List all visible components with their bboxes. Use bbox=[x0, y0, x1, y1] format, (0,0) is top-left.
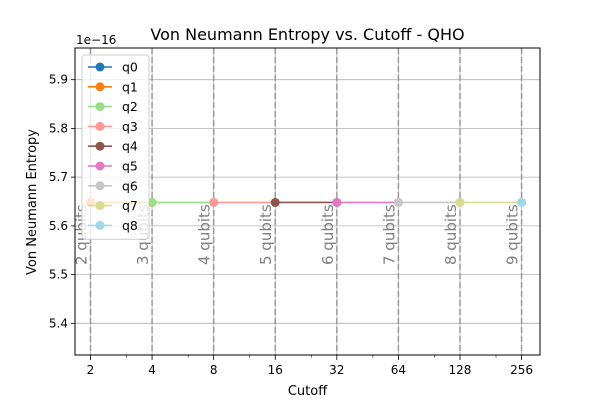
y-tick-label: 5.7 bbox=[49, 170, 68, 184]
legend-item: q2 bbox=[88, 99, 138, 114]
legend-marker bbox=[95, 220, 105, 230]
legend-label: q4 bbox=[122, 139, 138, 154]
x-tick-label: 64 bbox=[391, 363, 406, 377]
y-tick-label: 5.4 bbox=[49, 316, 68, 330]
legend-marker bbox=[95, 82, 105, 92]
y-tick-label: 5.6 bbox=[49, 219, 68, 233]
data-point bbox=[517, 197, 527, 207]
qubit-marker-label: 9 qubits bbox=[504, 204, 522, 265]
legend-label: q3 bbox=[122, 119, 138, 134]
x-tick-label: 256 bbox=[510, 363, 533, 377]
legend-marker bbox=[95, 102, 105, 112]
data-point bbox=[332, 197, 342, 207]
y-tick-label: 5.5 bbox=[49, 268, 68, 282]
x-ticks: 2 4 8 16 32 64 128 256 bbox=[87, 355, 533, 377]
legend-item: q0 bbox=[88, 60, 138, 75]
y-axis-label: Von Neumann Entropy bbox=[25, 129, 40, 275]
axes-frame bbox=[74, 47, 541, 356]
legend-marker bbox=[95, 121, 105, 131]
legend-label: q6 bbox=[122, 178, 138, 193]
qubit-marker-label: 6 qubits bbox=[319, 204, 337, 265]
legend-label: q5 bbox=[122, 159, 138, 174]
y-offset-label: 1e−16 bbox=[76, 33, 116, 47]
legend-item: q1 bbox=[88, 79, 138, 94]
legend-item: q6 bbox=[88, 178, 138, 193]
legend-label: q0 bbox=[122, 60, 138, 75]
x-tick-label: 128 bbox=[449, 363, 472, 377]
series-q8 bbox=[517, 197, 527, 207]
data-point bbox=[393, 197, 403, 207]
chart-title: Von Neumann Entropy vs. Cutoff - QHO bbox=[150, 25, 464, 44]
data-point bbox=[270, 197, 280, 207]
x-axis-label: Cutoff bbox=[288, 384, 328, 399]
x-tick-label: 32 bbox=[329, 363, 344, 377]
legend-label: q1 bbox=[122, 79, 138, 94]
legend-item: q3 bbox=[88, 119, 138, 134]
legend-marker bbox=[95, 161, 105, 171]
x-tick-label: 16 bbox=[268, 363, 283, 377]
qubit-marker-label: 7 qubits bbox=[380, 204, 398, 265]
qubit-marker-label: 4 qubits bbox=[196, 204, 214, 265]
legend-label: q7 bbox=[122, 198, 138, 213]
legend-label: q8 bbox=[122, 218, 138, 233]
y-tick-label: 5.8 bbox=[49, 121, 68, 135]
legend-marker bbox=[95, 181, 105, 191]
x-tick-label: 2 bbox=[87, 363, 95, 377]
y-tick-label: 5.9 bbox=[49, 73, 68, 87]
x-tick-label: 4 bbox=[148, 363, 156, 377]
data-point bbox=[455, 197, 465, 207]
legend: q0 q1 q2 q3 q4 q5 q6 q7 q8 bbox=[81, 54, 150, 240]
legend-marker bbox=[95, 141, 105, 151]
legend-marker bbox=[95, 62, 105, 72]
data-point bbox=[147, 197, 157, 207]
legend-item: q4 bbox=[88, 139, 138, 154]
data-series bbox=[85, 197, 527, 207]
x-tick-label: 8 bbox=[210, 363, 218, 377]
legend-item: q7 bbox=[88, 198, 138, 213]
data-point bbox=[209, 197, 219, 207]
y-ticks: 5.4 5.5 5.6 5.7 5.8 5.9 bbox=[49, 73, 75, 330]
legend-marker bbox=[95, 201, 105, 211]
legend-box bbox=[81, 54, 150, 240]
qubit-marker-label: 5 qubits bbox=[257, 204, 275, 265]
legend-label: q2 bbox=[122, 99, 138, 114]
legend-item: q5 bbox=[88, 159, 138, 174]
legend-item: q8 bbox=[88, 218, 138, 233]
qubit-marker-label: 8 qubits bbox=[442, 204, 460, 265]
